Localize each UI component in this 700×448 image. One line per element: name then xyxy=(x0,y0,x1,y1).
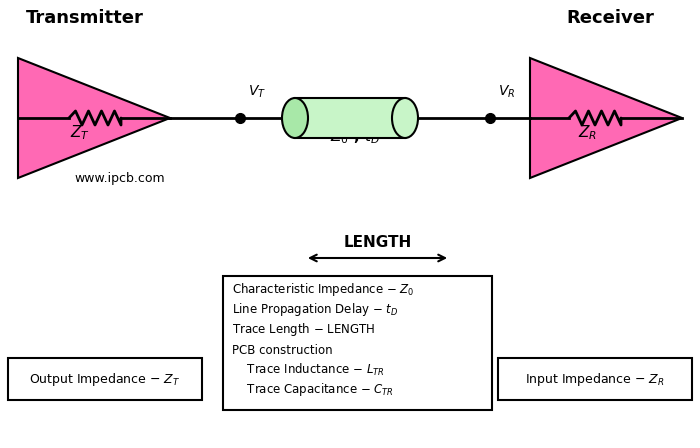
Text: Input Impedance $-$ $Z_R$: Input Impedance $-$ $Z_R$ xyxy=(525,370,665,388)
Polygon shape xyxy=(530,58,682,178)
Text: $Z_R$: $Z_R$ xyxy=(578,124,598,142)
FancyBboxPatch shape xyxy=(223,276,492,410)
Text: $Z_0$ , $t_D$: $Z_0$ , $t_D$ xyxy=(330,127,380,146)
Ellipse shape xyxy=(392,98,418,138)
Ellipse shape xyxy=(282,98,308,138)
FancyBboxPatch shape xyxy=(8,358,202,400)
Text: www.ipcb.com: www.ipcb.com xyxy=(75,172,165,185)
Text: Characteristic Impedance $-$ $Z_0$: Characteristic Impedance $-$ $Z_0$ xyxy=(232,281,414,298)
Text: Receiver: Receiver xyxy=(566,9,654,27)
Text: Trace Length $-$ LENGTH: Trace Length $-$ LENGTH xyxy=(232,322,375,339)
Text: Output Impedance $-$ $Z_T$: Output Impedance $-$ $Z_T$ xyxy=(29,370,181,388)
Text: Trace Inductance $-$ $L_{TR}$: Trace Inductance $-$ $L_{TR}$ xyxy=(232,362,384,378)
Text: PCB construction: PCB construction xyxy=(232,344,332,357)
Text: Trace Capacitance $-$ $C_{TR}$: Trace Capacitance $-$ $C_{TR}$ xyxy=(232,382,394,399)
Polygon shape xyxy=(18,58,170,178)
FancyBboxPatch shape xyxy=(498,358,692,400)
Text: $V_R$: $V_R$ xyxy=(498,84,515,100)
Bar xyxy=(295,98,405,138)
Text: $Z_T$: $Z_T$ xyxy=(70,124,90,142)
Text: Line Propagation Delay $-$ $t_D$: Line Propagation Delay $-$ $t_D$ xyxy=(232,302,398,319)
Text: Transmitter: Transmitter xyxy=(26,9,144,27)
Text: LENGTH: LENGTH xyxy=(344,235,412,250)
Text: $V_T$: $V_T$ xyxy=(248,84,266,100)
